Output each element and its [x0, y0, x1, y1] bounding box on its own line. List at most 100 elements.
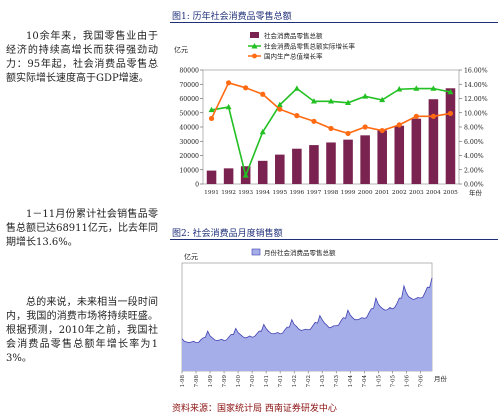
text-paragraph-3: 总的来说，未来相当一段时间内，我国的消费市场将持续旺盛。根据预测，2010年之前…	[6, 297, 158, 364]
chart1-y2-tick-label: 4.00%	[464, 153, 484, 160]
chart1-y-tick-label: 30000	[179, 139, 199, 146]
chart2-x-tick-label: 7-06	[418, 375, 424, 388]
chart1-x-tick-label: 2001	[375, 190, 390, 196]
chart1-point-real-growth	[345, 99, 352, 105]
chart1-y-tick-label: 0	[195, 182, 199, 189]
chart1-bar	[206, 170, 217, 184]
chart1-y2-tick-label: 10.00%	[464, 110, 488, 117]
chart1-point-real-growth	[293, 85, 300, 91]
chart2-x-tick-label: 7-00	[250, 375, 256, 388]
chart1-y2-tick-label: 6.00%	[464, 139, 484, 146]
chart1-y-tick-label: 10000	[179, 167, 199, 174]
chart1-x-tick-label: 1997	[307, 190, 322, 196]
chart1-y-tick-label: 50000	[179, 110, 199, 117]
chart1-point-gdp-growth	[260, 91, 266, 97]
chart1-point-gdp-growth	[277, 106, 283, 112]
chart1-bar	[377, 130, 387, 184]
chart1-legend-swatch-bar	[250, 32, 259, 38]
chart2-title-rule	[170, 239, 498, 240]
chart1-x-tick-label: 1993	[238, 190, 253, 196]
chart1-point-real-growth	[276, 101, 283, 108]
chart1-svg: 0 10000 20000 30000 40000 50000 60000 70000 8000…	[174, 31, 488, 197]
chart1-point-gdp-growth	[413, 113, 419, 119]
chart1-y-tick-label: 80000	[179, 68, 199, 75]
chart2-x-tick-label: 1-00	[236, 375, 242, 388]
chart2-title: 图2: 社会消费品月度销售额	[172, 229, 283, 239]
chart1-y-tick-label: 70000	[179, 82, 199, 89]
chart2-area-line	[181, 277, 433, 344]
chart1-point-gdp-growth	[328, 125, 334, 132]
chart2-area-fill	[182, 277, 432, 371]
chart1-y-tick-label: 40000	[179, 125, 199, 132]
chart1-x-tick-label: 1992	[221, 190, 236, 196]
chart1-bar	[394, 125, 405, 184]
chart1-point-gdp-growth	[345, 130, 351, 137]
chart1-point-real-growth	[447, 88, 454, 95]
chart1-x-tick-label: 1995	[272, 190, 287, 196]
chart1-point-real-growth	[362, 93, 369, 99]
chart2-x-tick-label: 1-99	[208, 375, 214, 388]
chart2-y-axis-label: 亿元	[184, 252, 198, 261]
chart2-x-tick-label: 7-05	[390, 375, 396, 388]
chart1-x-tick-label: 1991	[204, 190, 219, 196]
chart1-legend-label-real-growth: 社会消费品零售总额实际增长率	[264, 42, 356, 51]
chart1-point-real-growth	[242, 172, 249, 178]
chart1-bar	[309, 145, 319, 184]
chart1-x-tick-label: 2002	[392, 190, 407, 196]
chart1-bar	[292, 148, 302, 184]
chart1-y2-tick-label: 14.00%	[464, 82, 488, 89]
chart1-bar	[275, 154, 285, 184]
chart2-x-tick-label: 1-98	[180, 375, 186, 388]
chart1-point-real-growth	[379, 96, 386, 103]
chart1-point-real-growth	[259, 128, 266, 135]
chart1-x-tick-label: 2004	[426, 190, 441, 196]
text-paragraph-2: 1－11月份累计社会销售品零售总额已达68911亿元，比去年同期增长13.6%。	[6, 209, 158, 248]
chart2-x-tick-label: 1-02	[292, 375, 298, 387]
chart1-x-tick-label: 1999	[341, 190, 356, 196]
chart1-y-axis-label: 亿元	[174, 45, 188, 54]
chart1-legend-label-gdp-growth: 国内生产总值增长率	[264, 52, 323, 61]
chart1-point-gdp-growth	[226, 80, 232, 86]
chart1-bar	[257, 160, 268, 184]
chart1-point-real-growth	[328, 98, 334, 104]
chart1-point-real-growth	[225, 103, 232, 110]
chart1-point-gdp-growth	[362, 124, 368, 130]
chart1-x-tick-label: 1994	[255, 190, 270, 196]
chart2-x-tick-label: 1-05	[376, 375, 382, 388]
chart2-x-tick-label: 1-04	[348, 375, 354, 388]
chart1-x-tick-label: 2005	[443, 190, 458, 196]
chart1-x-tick-label: 2003	[409, 190, 424, 196]
chart1-point-gdp-growth	[447, 110, 454, 117]
chart2-svg: 亿元 月份社会消费品零售总额 1-98 7-98 1-99 7-99 1-00 7-00 1-0…	[180, 248, 448, 388]
chart1-point-gdp-growth	[396, 122, 402, 128]
chart1-title-rule	[170, 22, 498, 23]
chart1-x-tick-label: 1998	[324, 190, 339, 196]
chart1-bar	[223, 168, 234, 184]
chart1-bar	[445, 88, 456, 184]
chart1-y-tick-label: 20000	[179, 153, 199, 160]
chart2-legend-swatch	[251, 248, 261, 256]
chart1-point-gdp-growth	[208, 115, 215, 122]
chart1-bar	[411, 118, 422, 184]
chart1-y2-tick-label: 2.00%	[464, 167, 484, 174]
chart1-point-gdp-growth	[243, 85, 249, 91]
text-paragraph-1: 10余年来，我国零售业由于经济的持续高增长而获得强劲动力：95年起，社会消费品零…	[6, 31, 158, 84]
chart1-x-tick-label: 2000	[358, 190, 373, 196]
chart2-x-tick-label: 7-02	[306, 375, 312, 387]
chart1-legend-swatch-orange-marker	[252, 53, 257, 59]
chart1-point-real-growth	[310, 98, 317, 104]
chart1-y-tick-label: 60000	[179, 96, 199, 103]
chart1-y2-tick-label: 0.00%	[464, 182, 484, 189]
chart1-x-axis-label: 年份	[469, 188, 483, 197]
chart1-point-gdp-growth	[430, 113, 436, 119]
chart1-legend-swatch-green-marker	[251, 43, 258, 49]
chart1-point-gdp-growth	[379, 127, 385, 134]
chart1-y2-tick-label: 12.00%	[464, 96, 488, 103]
chart2-x-tick-label: 7-99	[222, 375, 228, 388]
chart1-point-real-growth	[430, 85, 437, 91]
chart1-point-real-growth	[396, 86, 403, 92]
chart2-x-tick-label: 7-01	[278, 375, 284, 387]
chart1-point-real-growth	[208, 106, 215, 113]
chart1-legend-label-bar: 社会消费品零售总额	[264, 31, 323, 40]
chart1-bar	[360, 135, 370, 184]
